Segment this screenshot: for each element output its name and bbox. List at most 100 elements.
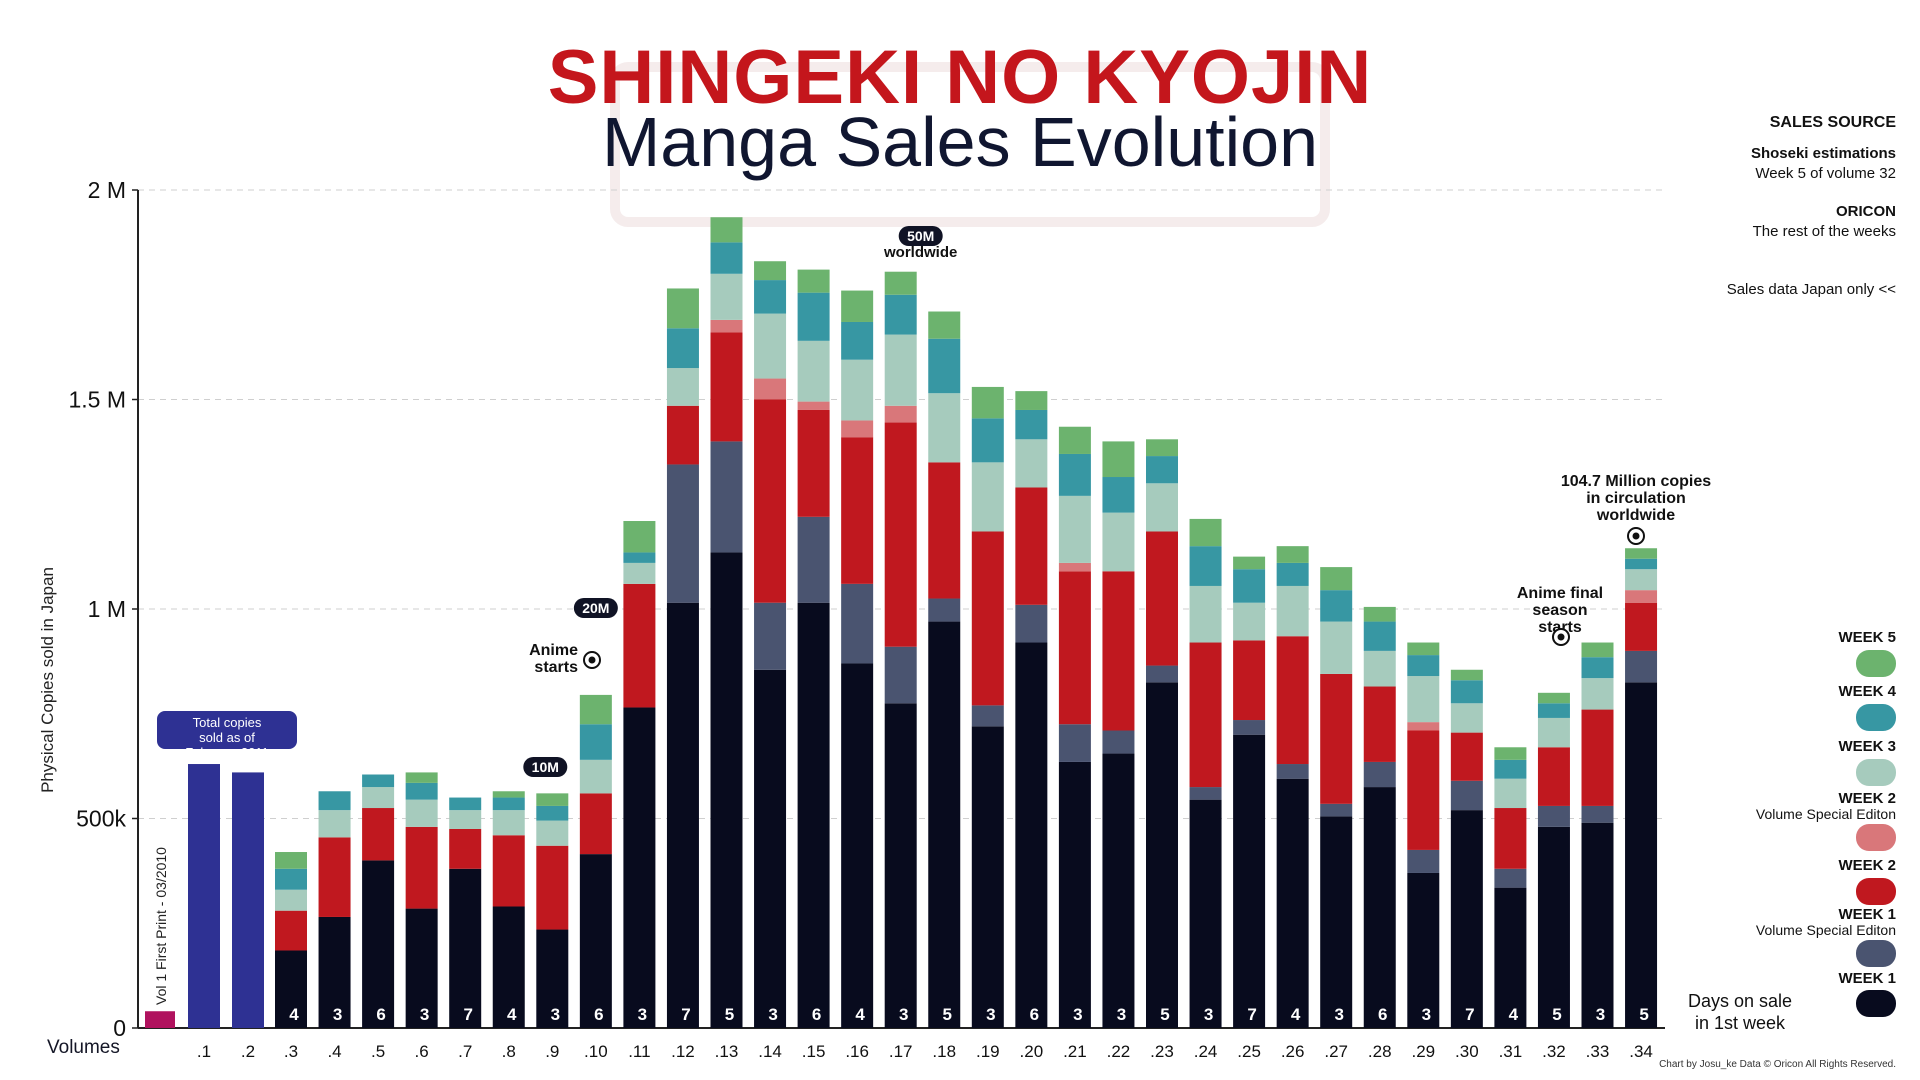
bar-segment-week5 [579, 694, 612, 725]
bar-segment-week5 [1058, 426, 1091, 454]
bar-segment-week1_sp [1450, 780, 1483, 811]
background-watermark [610, 62, 1330, 227]
bar-segment-week3 [1276, 585, 1309, 637]
bar-segment-week2 [1450, 732, 1483, 781]
bar-segment-week1 [1189, 799, 1222, 1028]
bar-segment-week4 [1363, 621, 1396, 651]
bar-segment-week5 [710, 217, 743, 243]
bar-segment-week3 [1102, 512, 1135, 572]
sales-source-2-title: ORICON [1836, 203, 1896, 220]
x-tick-label: .11 [628, 1042, 650, 1061]
days-on-sale-value: 3 [1073, 1005, 1082, 1024]
days-on-sale-value: 6 [812, 1005, 821, 1024]
x-tick-label: .7 [458, 1042, 472, 1061]
bar-segment-week3 [1625, 569, 1658, 591]
bar-segment-week1 [362, 860, 395, 1028]
bar-segment-week2 [710, 332, 743, 442]
bar-segment-week5 [1015, 391, 1048, 410]
bar-segment-week1 [1581, 822, 1614, 1028]
days-on-sale-value: 3 [638, 1005, 647, 1024]
bar-segment-week3 [449, 810, 482, 829]
days-on-sale-value: 3 [420, 1005, 429, 1024]
bar-stack-5 [362, 774, 395, 1028]
x-tick-label: .31 [1499, 1042, 1523, 1061]
bar-stack-14 [754, 261, 787, 1028]
bar-segment-week5 [1625, 548, 1658, 559]
bar-segment-week1_sp [1625, 650, 1658, 683]
bar-segment-week4 [1058, 453, 1091, 496]
bar-segment-week1 [1276, 778, 1309, 1028]
bar-stack-4 [318, 791, 351, 1028]
bar-segment-week1 [928, 621, 961, 1028]
x-tick-label: .6 [415, 1042, 429, 1061]
bar-segment-week2 [405, 826, 438, 909]
bar-segment-week5 [1102, 441, 1135, 478]
days-on-sale-value: 4 [855, 1005, 865, 1024]
x-axis-label: Volumes [47, 1037, 120, 1058]
x-tick-label: .26 [1281, 1042, 1305, 1061]
bar-segment-week2 [971, 531, 1004, 706]
days-on-sale-value: 3 [1204, 1005, 1213, 1024]
bar-segment-week4 [1189, 546, 1222, 586]
y-tick-label: 1.5 M [68, 387, 126, 413]
legend-week1-swatch [1856, 990, 1896, 1017]
annotation-total-circulation-marker [1627, 527, 1645, 545]
bar-segment-week3 [1146, 483, 1178, 532]
days-on-sale-value: 5 [1552, 1005, 1561, 1024]
chart-subtitle: Manga Sales Evolution [602, 103, 1318, 181]
bar-segment-week5 [623, 521, 656, 553]
bar-segment-week1_sp [754, 602, 787, 670]
bar-segment-week4 [275, 868, 307, 890]
bar-first-print [145, 1011, 175, 1028]
y-tick-label: 500k [76, 806, 126, 832]
bar-segment-week2 [1363, 686, 1396, 762]
totals-annotation-text: Total copies [193, 715, 262, 730]
bar-segment-week2 [1581, 709, 1614, 806]
bar-stack-8 [492, 791, 525, 1028]
bar-stack-28 [1363, 606, 1396, 1028]
bar-segment-week3 [1581, 678, 1614, 710]
sales-data-note: Sales data Japan only << [1726, 281, 1896, 298]
bar-segment-week3 [623, 562, 656, 584]
bar-segment-week1_sp [797, 516, 830, 603]
annotation-total-circulation-text: worldwide [1596, 507, 1675, 524]
bar-segment-week4 [710, 242, 743, 274]
x-tick-label: .2 [241, 1042, 255, 1061]
bar-segment-week2 [1537, 747, 1570, 806]
x-tick-label: .13 [715, 1042, 739, 1061]
legend-week1-sp-sublabel: Volume Special Editon [1755, 922, 1896, 938]
bar-segment-week1_sp [1320, 803, 1353, 817]
bar-segment-week3 [362, 787, 395, 809]
annotation-50m-pill [898, 226, 943, 246]
bar-segment-week5 [1494, 747, 1527, 760]
bar-segment-week1 [1494, 887, 1527, 1028]
y-tick-label: 0 [113, 1015, 126, 1041]
bar-segment-week5 [928, 311, 961, 339]
days-on-sale-value: 7 [1465, 1005, 1474, 1024]
bar-segment-week3 [318, 810, 351, 838]
annotation-anime-starts-text: starts [534, 659, 578, 676]
bar-segment-week3 [1450, 703, 1483, 733]
bar-segment-week1_sp [710, 441, 743, 553]
bar-stack-31 [1494, 747, 1527, 1028]
x-tick-label: .12 [671, 1042, 695, 1061]
days-on-sale-value: 3 [551, 1005, 560, 1024]
days-on-sale-value: 6 [376, 1005, 385, 1024]
x-tick-label: .23 [1150, 1042, 1174, 1061]
bar-segment-week3 [1189, 585, 1222, 643]
legend-week2-label: WEEK 2 [1838, 857, 1896, 874]
bar-segment-week2 [1320, 673, 1353, 804]
bar-segment-week4 [1015, 409, 1048, 440]
annotation-50m: 50M [898, 226, 943, 246]
bar-segment-week3 [841, 359, 874, 421]
bar-stack-21 [1058, 426, 1091, 1028]
bar-segment-week2 [754, 399, 787, 603]
annotation-10m: 10M [523, 757, 568, 777]
legend-week3-swatch [1856, 759, 1896, 786]
bar-segment-week2 [884, 422, 917, 647]
bar-stack-13 [710, 217, 743, 1028]
bar-segment-week1 [1102, 753, 1135, 1028]
annotation-50m-text: 50M [907, 228, 934, 244]
bar-segment-week2 [579, 793, 612, 855]
